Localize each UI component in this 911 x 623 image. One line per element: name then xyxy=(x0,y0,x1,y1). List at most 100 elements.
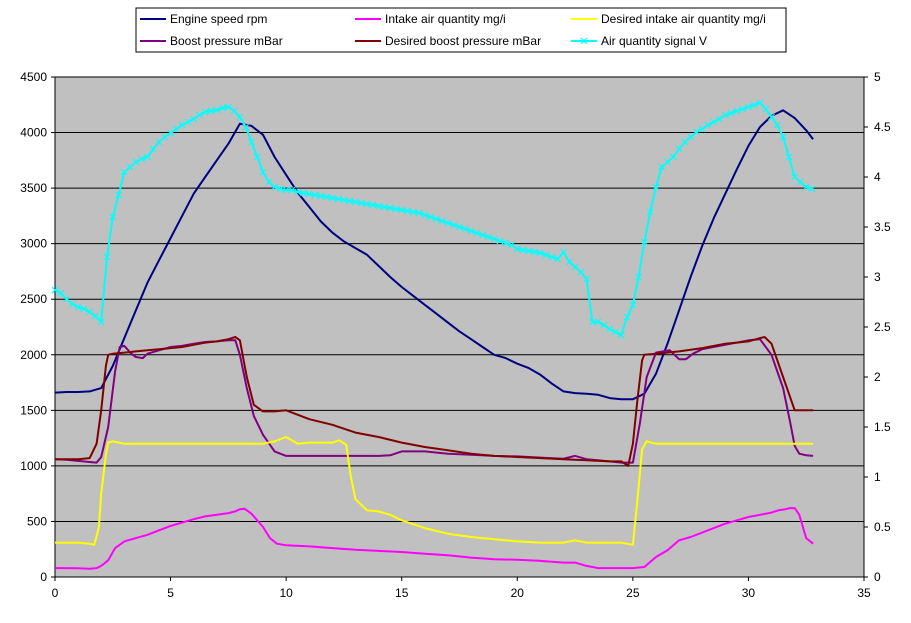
legend-label: Desired boost pressure mBar xyxy=(385,34,541,48)
data-point-marker xyxy=(669,153,677,161)
x-tick-label: 35 xyxy=(857,586,871,600)
x-tick-label: 30 xyxy=(742,586,756,600)
series-line-desired-boost-pressure-mbar xyxy=(55,336,814,467)
data-point-marker xyxy=(92,312,99,320)
x-tick-label: 20 xyxy=(511,586,525,600)
data-point-marker xyxy=(375,202,383,210)
plot-area xyxy=(54,76,865,578)
data-point-marker xyxy=(167,129,174,137)
data-point-marker xyxy=(536,249,544,257)
y2-tick-label: 3.5 xyxy=(874,220,891,234)
data-point-marker xyxy=(415,209,423,217)
y2-tick-label: 4 xyxy=(874,170,881,184)
y-tick-label: 1500 xyxy=(20,403,47,417)
data-point-marker xyxy=(768,113,775,121)
data-point-marker xyxy=(502,239,510,247)
legend-entry: Desired intake air quantity mg/i xyxy=(571,12,766,26)
axes xyxy=(51,76,868,581)
data-point-marker xyxy=(213,106,221,114)
legend-label: Boost pressure mBar xyxy=(170,34,283,48)
data-point-marker xyxy=(548,253,556,261)
data-point-marker xyxy=(219,104,227,112)
data-point-marker xyxy=(300,189,307,197)
data-point-marker xyxy=(201,108,209,116)
data-point-marker xyxy=(577,268,585,276)
data-point-marker xyxy=(236,113,244,121)
data-point-marker xyxy=(432,215,440,223)
data-point-marker xyxy=(253,153,261,161)
data-point-marker xyxy=(80,305,88,313)
data-point-marker xyxy=(265,178,273,186)
legend-entry: Engine speed rpm xyxy=(140,12,267,26)
data-point-marker xyxy=(571,263,579,271)
data-point-marker xyxy=(531,248,539,256)
data-point-marker xyxy=(259,168,267,176)
data-point-marker xyxy=(519,246,527,254)
data-point-marker xyxy=(658,163,666,171)
data-point-marker xyxy=(508,241,515,249)
data-point-marker xyxy=(144,153,151,161)
y2-tick-label: 3 xyxy=(874,270,881,284)
data-point-marker xyxy=(149,145,157,153)
y2-tick-label: 1.5 xyxy=(874,420,891,434)
data-point-marker xyxy=(352,198,359,206)
data-point-marker xyxy=(51,286,59,294)
data-point-marker xyxy=(282,186,290,194)
data-point-marker xyxy=(334,195,342,203)
y2-tick-label: 1 xyxy=(874,470,881,484)
data-point-marker xyxy=(138,155,146,163)
data-point-marker xyxy=(762,105,770,113)
data-point-marker xyxy=(450,221,458,229)
legend-box xyxy=(135,7,787,53)
data-point-marker xyxy=(271,183,279,191)
data-point-marker xyxy=(779,133,787,141)
data-point-marker xyxy=(710,118,718,126)
series-layer xyxy=(51,99,816,570)
y-tick-label: 1000 xyxy=(20,459,47,473)
data-point-marker xyxy=(380,203,388,211)
data-point-marker xyxy=(161,133,169,141)
data-point-marker xyxy=(773,121,781,129)
data-point-marker xyxy=(583,275,591,283)
data-point-marker xyxy=(513,245,521,253)
data-point-marker xyxy=(675,145,683,153)
y-tick-label: 0 xyxy=(40,570,47,584)
data-point-marker xyxy=(317,192,325,200)
legend-label: Intake air quantity mg/i xyxy=(385,12,506,26)
y2-tick-label: 0 xyxy=(874,570,881,584)
x-tick-label: 0 xyxy=(52,586,59,600)
data-point-marker xyxy=(363,200,371,208)
data-point-marker xyxy=(109,213,117,221)
data-point-marker xyxy=(704,121,712,129)
data-point-marker xyxy=(207,107,215,115)
series-line-desired-intake-air-quantity-mg-i xyxy=(55,436,814,546)
data-point-marker xyxy=(808,185,816,193)
legend-entry: Boost pressure mBar xyxy=(140,34,283,48)
data-point-marker xyxy=(392,205,400,213)
data-point-marker xyxy=(652,183,660,191)
data-point-marker xyxy=(224,103,232,111)
data-point-marker xyxy=(63,295,70,303)
data-point-marker xyxy=(692,128,700,136)
data-point-marker xyxy=(120,168,128,176)
tick-labels: 0 500 1000 1500 2000 2500 3000 3500 4000 4500 0 0.5… xyxy=(20,70,891,600)
data-point-marker xyxy=(323,193,331,201)
data-point-marker xyxy=(132,158,140,166)
data-point-marker xyxy=(74,303,82,311)
data-point-marker xyxy=(467,227,475,235)
x-tick-label: 10 xyxy=(279,586,293,600)
data-point-marker xyxy=(727,109,735,117)
y-tick-label: 500 xyxy=(27,514,47,528)
legend-entry: Intake air quantity mg/i xyxy=(355,12,506,26)
data-point-marker xyxy=(664,158,671,166)
data-point-marker xyxy=(86,308,94,316)
data-point-marker xyxy=(594,318,602,326)
data-point-marker xyxy=(97,318,105,326)
data-point-marker xyxy=(328,194,336,202)
legend-label: Engine speed rpm xyxy=(170,12,267,26)
data-point-marker xyxy=(484,233,492,241)
data-point-marker xyxy=(196,111,203,119)
data-point-marker xyxy=(421,211,429,219)
data-point-marker xyxy=(739,105,747,113)
data-point-marker xyxy=(172,125,180,133)
